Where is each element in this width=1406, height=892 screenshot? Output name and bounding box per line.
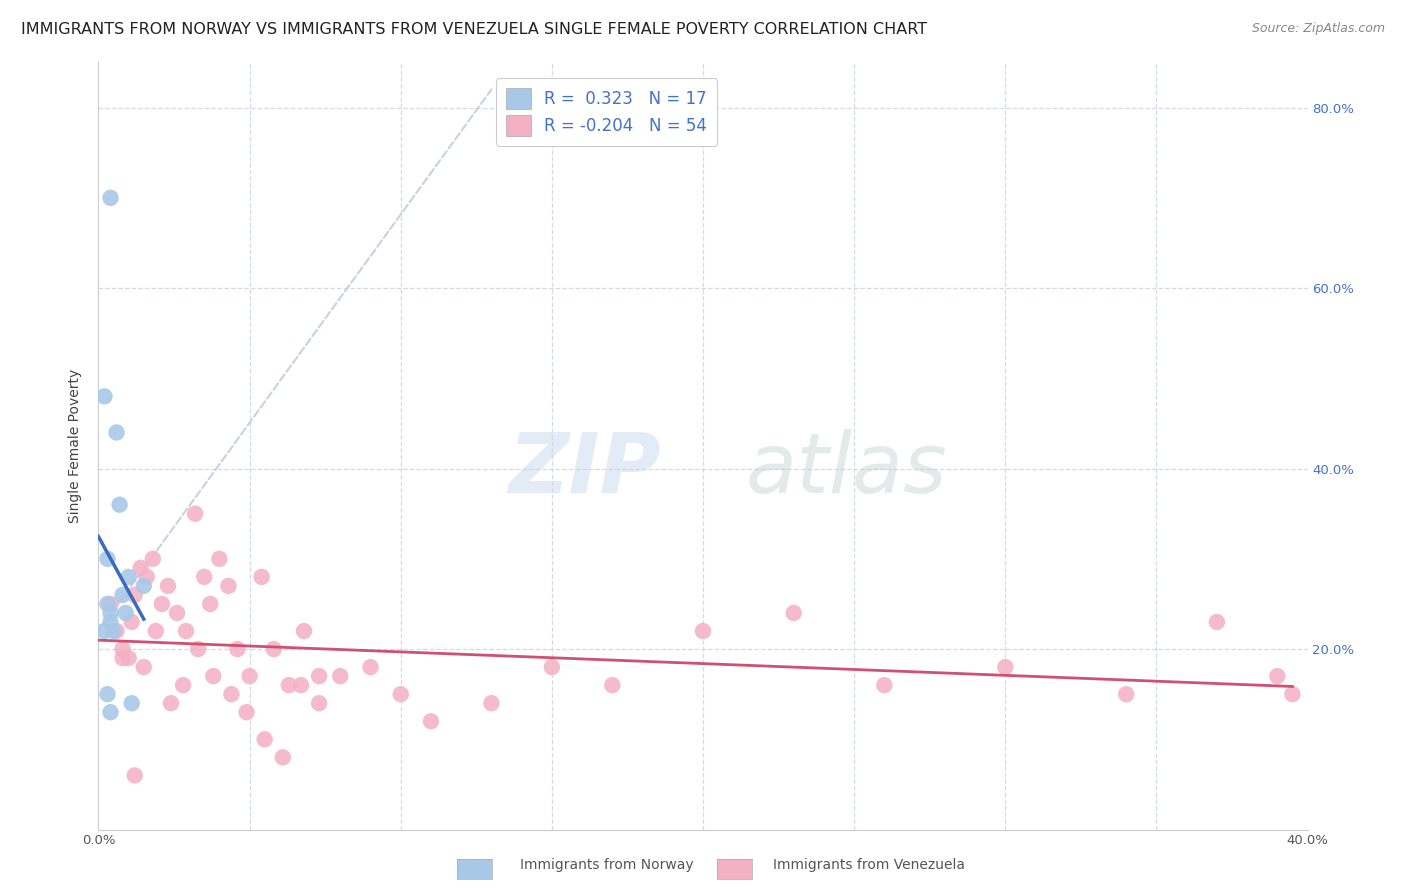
Point [156, 579, 179, 593]
Point [111, 588, 134, 602]
Point [135, 570, 157, 584]
Text: IMMIGRANTS FROM NORWAY VS IMMIGRANTS FROM VENEZUELA SINGLE FEMALE POVERTY CORREL: IMMIGRANTS FROM NORWAY VS IMMIGRANTS FRO… [21, 22, 927, 37]
Point [132, 660, 155, 674]
Point [100, 615, 122, 629]
Point [111, 642, 134, 657]
Point [174, 624, 197, 638]
Point [132, 579, 155, 593]
Point [108, 498, 131, 512]
Point [263, 642, 285, 657]
Point [389, 687, 412, 701]
Point [1115, 687, 1137, 701]
Point [118, 651, 141, 665]
Point [124, 768, 146, 782]
Point [602, 678, 624, 692]
Point [540, 660, 562, 674]
Point [1267, 669, 1289, 683]
Point [235, 705, 257, 719]
Point [184, 507, 207, 521]
Point [118, 570, 141, 584]
Point [100, 705, 122, 719]
Point [221, 687, 243, 701]
Point [202, 669, 225, 683]
Point [420, 714, 443, 729]
Point [783, 606, 806, 620]
Point [226, 642, 249, 657]
Point [145, 624, 167, 638]
Point [193, 570, 215, 584]
Point [994, 660, 1017, 674]
Point [100, 597, 122, 611]
Point [172, 678, 194, 692]
Point [121, 615, 143, 629]
Point [277, 678, 299, 692]
Point [308, 669, 330, 683]
Point [292, 624, 315, 638]
Text: ZIP: ZIP [508, 428, 661, 509]
Point [1206, 615, 1229, 629]
Point [121, 696, 143, 710]
Point [481, 696, 503, 710]
Point [1281, 687, 1303, 701]
Text: atlas: atlas [745, 428, 948, 509]
Point [692, 624, 714, 638]
Point [360, 660, 382, 674]
Point [290, 678, 312, 692]
Text: Source: ZipAtlas.com: Source: ZipAtlas.com [1251, 22, 1385, 36]
Point [150, 597, 173, 611]
Y-axis label: Single Female Poverty: Single Female Poverty [69, 369, 83, 523]
Text: Immigrants from Venezuela: Immigrants from Venezuela [773, 858, 966, 872]
Point [100, 606, 122, 620]
Point [250, 570, 273, 584]
Point [100, 191, 122, 205]
Point [271, 750, 294, 764]
Point [96, 597, 118, 611]
Point [208, 551, 231, 566]
Legend: R =  0.323   N = 17, R = -0.204   N = 54: R = 0.323 N = 17, R = -0.204 N = 54 [496, 78, 717, 145]
Point [200, 597, 222, 611]
Point [160, 696, 183, 710]
Point [329, 669, 352, 683]
Point [96, 687, 118, 701]
Point [111, 651, 134, 665]
Point [96, 551, 118, 566]
Point [166, 606, 188, 620]
Point [103, 624, 125, 638]
Point [187, 642, 209, 657]
Point [114, 606, 136, 620]
Point [105, 624, 128, 638]
Point [253, 732, 276, 747]
Text: Immigrants from Norway: Immigrants from Norway [520, 858, 693, 872]
Point [142, 551, 165, 566]
Point [105, 425, 128, 440]
Point [93, 624, 115, 638]
Point [239, 669, 262, 683]
Point [124, 588, 146, 602]
Point [93, 389, 115, 403]
Point [217, 579, 239, 593]
Point [308, 696, 330, 710]
Point [129, 561, 152, 575]
Point [873, 678, 896, 692]
